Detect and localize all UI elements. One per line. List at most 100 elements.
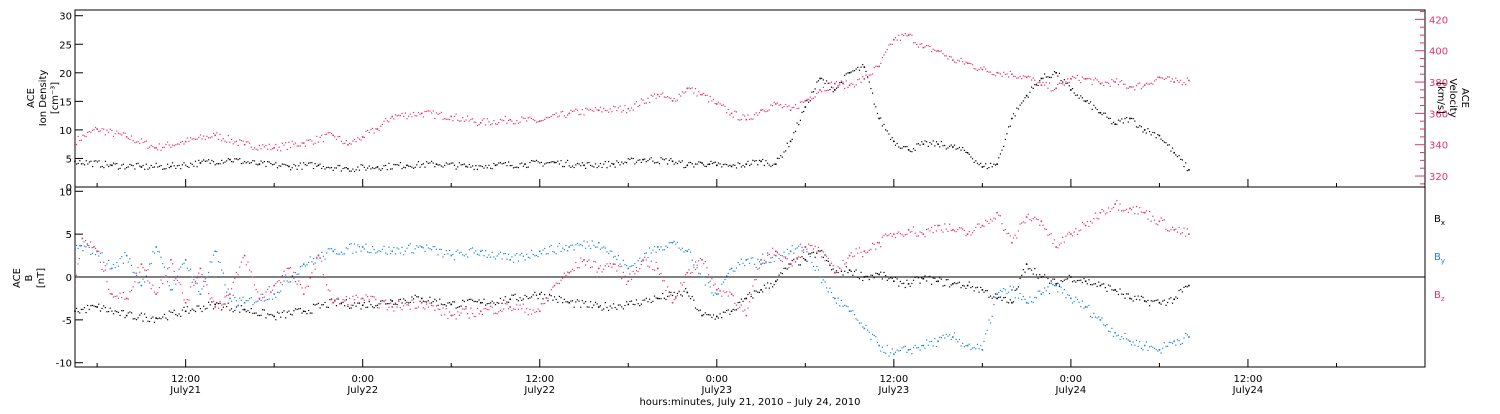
data-point	[1062, 292, 1064, 294]
data-point	[93, 246, 95, 248]
data-point	[111, 267, 113, 270]
data-point	[485, 307, 487, 309]
data-point	[1143, 300, 1146, 302]
data-point	[230, 160, 233, 163]
data-point	[478, 299, 480, 301]
data-point	[132, 140, 134, 142]
top-right-axis-line1: ACE	[1459, 88, 1470, 108]
data-point	[76, 163, 78, 165]
data-point	[1130, 344, 1133, 346]
data-point	[437, 304, 439, 306]
data-point	[886, 344, 888, 347]
data-point	[396, 303, 398, 306]
top-left-tick-label: 0	[66, 183, 72, 194]
data-point	[939, 277, 941, 279]
data-point	[504, 252, 506, 255]
data-point	[212, 300, 215, 302]
data-point	[991, 297, 993, 299]
data-point	[1039, 290, 1041, 292]
data-point	[529, 308, 531, 311]
data-point	[532, 294, 534, 296]
data-point	[891, 277, 893, 279]
data-point	[196, 277, 198, 279]
data-point	[871, 73, 874, 75]
top-right-tick-label: 320	[1429, 172, 1448, 183]
data-point	[1067, 278, 1069, 280]
data-point	[1122, 83, 1124, 85]
data-point	[180, 283, 182, 286]
data-point	[388, 121, 390, 123]
data-point	[1070, 78, 1072, 80]
data-point	[932, 48, 934, 50]
data-point	[835, 87, 838, 89]
data-point	[234, 141, 236, 143]
data-point	[424, 110, 426, 113]
data-point	[652, 249, 654, 251]
data-point	[344, 305, 346, 307]
data-point	[889, 232, 892, 235]
data-point	[814, 269, 816, 271]
data-point	[630, 107, 633, 109]
data-point	[173, 145, 175, 147]
data-point	[580, 243, 582, 246]
data-point	[827, 82, 829, 84]
data-point	[701, 276, 703, 278]
data-point	[619, 263, 621, 265]
data-point	[719, 103, 721, 105]
data-point	[537, 308, 539, 310]
data-point	[217, 163, 220, 165]
data-point	[1127, 211, 1129, 213]
data-point	[181, 164, 183, 166]
data-point	[171, 288, 174, 291]
data-point	[88, 308, 90, 311]
data-point	[1073, 76, 1075, 79]
data-point	[880, 246, 882, 248]
data-point	[326, 133, 328, 135]
data-point	[294, 165, 297, 167]
data-point	[271, 164, 274, 166]
data-point	[229, 141, 231, 143]
data-point	[901, 282, 903, 285]
data-point	[534, 311, 536, 313]
data-point	[978, 291, 980, 293]
data-point	[447, 317, 449, 320]
data-point	[1009, 235, 1011, 237]
data-point	[904, 286, 906, 289]
data-point	[271, 298, 274, 300]
data-point	[842, 274, 844, 276]
data-point	[87, 163, 89, 165]
data-point	[465, 165, 467, 168]
data-point	[189, 309, 192, 312]
data-point	[252, 304, 254, 306]
data-point	[940, 50, 942, 52]
bottom-left-axis-line1: ACE	[12, 268, 23, 288]
data-point	[385, 303, 387, 305]
data-point	[1029, 76, 1031, 78]
data-point	[350, 143, 352, 145]
data-point	[289, 147, 292, 149]
data-point	[285, 142, 287, 144]
data-point	[1083, 307, 1085, 309]
data-point	[242, 296, 244, 298]
data-point	[785, 150, 787, 152]
data-point	[1126, 293, 1128, 295]
data-point	[480, 165, 482, 167]
data-point	[1155, 348, 1157, 351]
data-point	[789, 140, 792, 143]
data-point	[857, 66, 859, 68]
data-point	[419, 113, 421, 115]
data-point	[239, 139, 241, 141]
data-point	[1153, 132, 1156, 134]
data-point	[760, 109, 762, 112]
data-point	[312, 263, 315, 265]
data-point	[365, 130, 367, 132]
data-point	[576, 162, 579, 165]
data-point	[429, 110, 431, 112]
data-point	[1086, 77, 1088, 80]
data-point	[975, 226, 977, 228]
data-point	[258, 144, 261, 146]
data-point	[301, 265, 303, 267]
data-point	[648, 101, 651, 103]
data-point	[160, 149, 162, 151]
data-point	[737, 261, 739, 264]
